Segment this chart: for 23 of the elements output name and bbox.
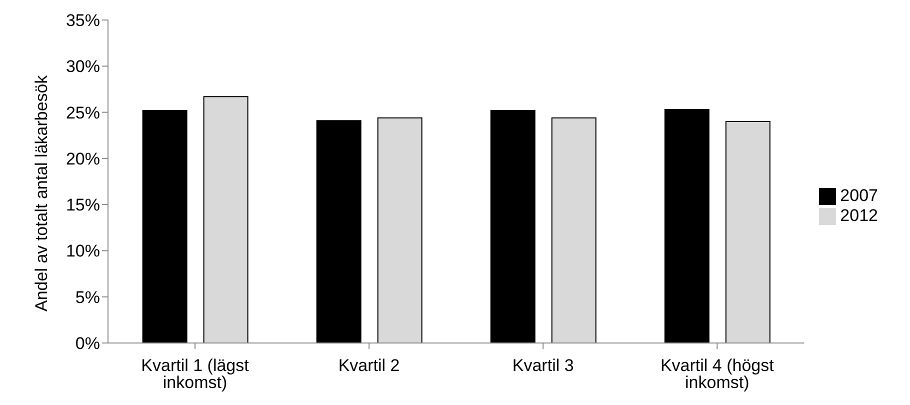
y-tick-label: 30% bbox=[66, 57, 100, 76]
y-tick-label: 20% bbox=[66, 149, 100, 168]
bar bbox=[725, 121, 770, 343]
bar bbox=[664, 109, 710, 343]
bar bbox=[490, 110, 536, 343]
x-tick-label: Kvartil 2 bbox=[338, 356, 400, 376]
bar bbox=[203, 96, 248, 343]
bar bbox=[316, 120, 362, 343]
bar bbox=[142, 110, 188, 343]
y-tick-label: 25% bbox=[66, 103, 100, 122]
bar bbox=[377, 117, 422, 343]
y-tick-label: 10% bbox=[66, 242, 100, 261]
x-tick-label: Kvartil 1 (lägst inkomst) bbox=[141, 356, 250, 392]
bar bbox=[551, 117, 596, 343]
y-tick-label: 5% bbox=[75, 288, 100, 307]
legend-label: 2007 bbox=[840, 186, 878, 204]
legend-label: 2012 bbox=[840, 206, 878, 224]
y-tick-label: 35% bbox=[66, 11, 100, 30]
y-axis-title: Andel av totalt antal läkarbesök bbox=[32, 74, 52, 312]
y-tick-label: 0% bbox=[75, 334, 100, 354]
y-tick-label: 15% bbox=[66, 196, 100, 215]
x-tick-label: Kvartil 3 bbox=[512, 356, 574, 376]
x-tick-label: Kvartil 4 (högst inkomst) bbox=[660, 356, 774, 392]
